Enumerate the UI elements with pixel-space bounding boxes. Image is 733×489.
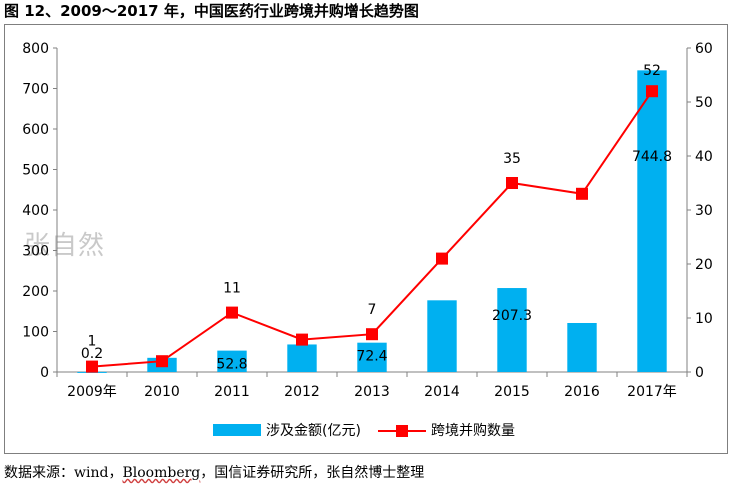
x-tick-label: 2013: [354, 384, 390, 400]
line-marker: [226, 306, 238, 319]
x-tick-label: 2014: [424, 384, 460, 400]
data-source: 数据来源：wind，Bloomberg，国信证券研究所，张自然博士整理: [4, 462, 424, 482]
bar-data-label: 0.2: [81, 346, 103, 362]
bar: [217, 350, 247, 372]
bar: [497, 288, 527, 372]
line-data-label: 52: [643, 63, 661, 79]
source-prefix: 数据来源：wind，: [4, 465, 123, 481]
bar: [287, 344, 317, 372]
bar-data-label: 72.4: [356, 349, 387, 365]
bar-data-label: 52.8: [216, 357, 247, 373]
bar: [427, 300, 457, 372]
x-tick-label: 2010: [144, 384, 180, 400]
y-right-tick-label: 50: [695, 95, 713, 111]
line-marker: [576, 187, 588, 200]
legend-bar-swatch: [213, 424, 261, 436]
y-left-tick-label: 0: [40, 365, 49, 381]
line-marker: [366, 328, 378, 341]
y-left-tick-label: 300: [22, 244, 49, 260]
source-underlined: Bloomberg: [122, 465, 201, 481]
chart-title: 图 12、2009～2017 年，中国医药行业跨境并购增长趋势图: [4, 2, 419, 20]
x-tick-label: 2017年: [627, 384, 677, 400]
y-left-tick-label: 200: [22, 284, 49, 300]
watermark: 张自然: [24, 231, 106, 261]
bar-data-label: 744.8: [632, 149, 672, 165]
y-left-tick-label: 100: [22, 325, 49, 341]
y-left-tick-label: 600: [22, 122, 49, 138]
line-data-label: 1: [88, 334, 97, 350]
x-tick-label: 2011: [214, 384, 250, 400]
chart-frame: [4, 24, 728, 454]
y-left-tick-label: 400: [22, 203, 49, 219]
legend-line-label: 跨境并购数量: [431, 423, 515, 439]
x-tick-label: 2012: [284, 384, 320, 400]
y-left-tick-label: 800: [22, 41, 49, 57]
line-marker: [506, 177, 518, 189]
y-right-tick-label: 60: [695, 41, 713, 57]
line-marker: [156, 355, 168, 368]
y-right-tick-label: 20: [695, 257, 713, 273]
legend-line-marker: [396, 425, 408, 437]
line-marker: [296, 333, 308, 346]
y-right-tick-label: 0: [695, 365, 704, 381]
line-marker: [86, 360, 98, 373]
line-data-label: 11: [223, 281, 241, 297]
source-suffix: ，国信证券研究所，张自然博士整理: [200, 465, 425, 481]
line-marker: [436, 252, 448, 265]
y-right-tick-label: 40: [695, 149, 713, 165]
bar: [567, 322, 597, 372]
y-left-tick-label: 500: [22, 163, 49, 179]
y-right-tick-label: 30: [695, 203, 713, 219]
line-data-label: 7: [368, 302, 377, 318]
bar-data-label: 207.3: [492, 308, 532, 324]
combo-chart: 0 100 200 300 400 500 600 700 800 0 10 20 30 40 50 60 20…: [22, 41, 713, 439]
y-right-tick-label: 10: [695, 311, 713, 327]
x-tick-label: 2015: [494, 384, 530, 400]
y-left-tick-label: 700: [22, 82, 49, 98]
x-tick-label: 2016: [564, 384, 600, 400]
line-data-label: 35: [503, 151, 521, 167]
line-marker: [646, 85, 658, 98]
x-tick-label: 2009年: [67, 384, 117, 400]
bar: [637, 70, 667, 372]
legend-bar-label: 涉及金额(亿元): [266, 423, 361, 439]
bar: [357, 342, 387, 372]
